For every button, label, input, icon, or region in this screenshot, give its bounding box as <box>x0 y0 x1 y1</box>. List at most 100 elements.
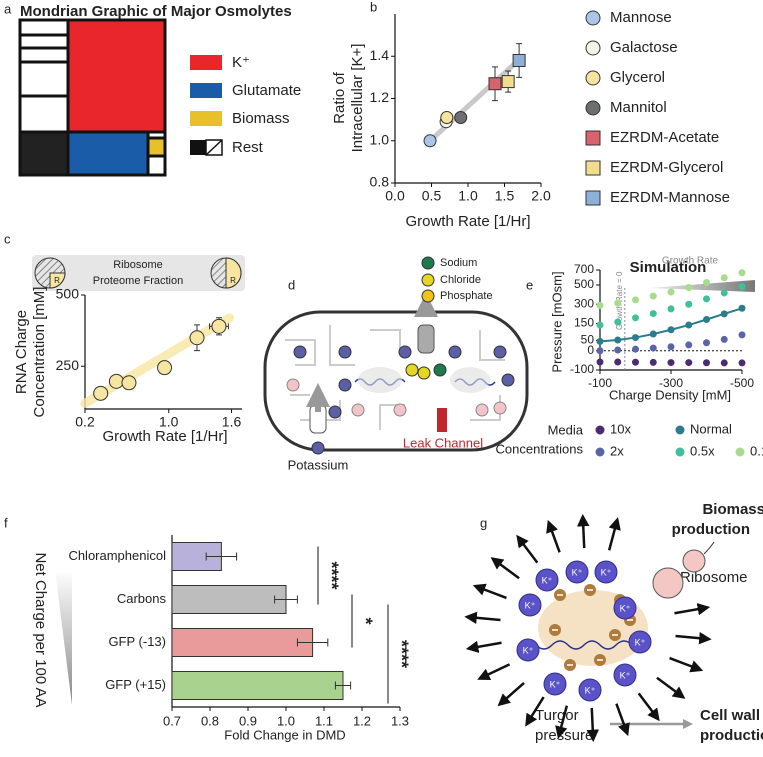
y-tick-label: 250 <box>56 357 80 373</box>
x-tick-label: 0.7 <box>163 713 181 728</box>
y-tick-label: GFP (-13) <box>108 634 166 649</box>
point <box>632 334 639 342</box>
x-tick-label: 1.0 <box>458 188 478 204</box>
ion-text: K⁺ <box>620 603 631 613</box>
legend-label: K⁺ <box>232 54 250 71</box>
turgor-label: Turgor <box>535 707 579 724</box>
point <box>649 330 657 338</box>
legend-swatch <box>585 70 601 86</box>
fit-line <box>80 313 234 408</box>
point <box>667 359 675 367</box>
y-axis-label: Pressure [mOsm] <box>549 271 564 372</box>
point <box>596 358 604 366</box>
growth-label: Growth Rate <box>662 256 719 267</box>
x-axis-label: Fold Change in DMD <box>224 727 345 742</box>
y-tick-label: 500 <box>574 277 594 291</box>
legend-title: Media <box>548 422 584 437</box>
point <box>632 314 639 322</box>
point <box>685 300 693 308</box>
point <box>703 339 710 347</box>
y-tick-label: 700 <box>574 262 594 276</box>
legend-swatch <box>585 40 601 56</box>
legend-label: Normal <box>690 421 732 436</box>
point <box>703 278 710 286</box>
point <box>738 304 746 312</box>
x-tick-label: -500 <box>730 376 754 390</box>
legend-label: 0.5x <box>690 443 715 458</box>
point <box>632 358 639 366</box>
mondrian: Mondrian Graphic of Major Osmolytes K⁺ G… <box>18 3 301 177</box>
point <box>738 269 746 277</box>
ion-label: Phosphate <box>440 290 493 302</box>
bar <box>171 628 314 657</box>
legend-swatch <box>585 190 601 206</box>
point <box>667 326 675 334</box>
pressure-arrow <box>674 602 711 616</box>
cellwall-label: production <box>700 727 763 744</box>
biomass-label: production <box>672 521 750 538</box>
point <box>211 318 227 334</box>
point <box>703 295 710 303</box>
ion-text: K⁺ <box>635 637 646 647</box>
x-tick-label: 1.2 <box>353 713 371 728</box>
legend-label: Mannose <box>610 9 672 26</box>
point <box>93 385 109 401</box>
y-tick-label: 300 <box>574 296 594 310</box>
point <box>614 299 622 307</box>
x-tick-label: 1.0 <box>277 713 295 728</box>
panel-label: f <box>4 515 8 530</box>
point <box>632 345 639 353</box>
point <box>720 359 728 367</box>
ribosome-large <box>652 567 684 599</box>
point <box>108 373 124 389</box>
error-bar <box>296 638 329 647</box>
x-tick-label: 0.2 <box>75 414 95 430</box>
legend-title: Concentrations <box>496 441 584 456</box>
cell-diagram: Sodium Chloride Phosphate Leak Channel P… <box>263 256 529 472</box>
x-tick-label: 0.5 <box>422 188 442 204</box>
x-tick-label: 2.0 <box>531 188 551 204</box>
legend-swatch <box>585 130 601 146</box>
point <box>649 292 657 300</box>
legend-swatch <box>585 160 601 176</box>
y-tick-label: 0 <box>587 343 594 357</box>
point <box>614 318 622 326</box>
ion-text: K⁺ <box>585 685 596 695</box>
potassium-ion <box>518 593 542 617</box>
y-tick-label: Carbons <box>117 591 167 606</box>
y-tick-label: -100 <box>570 362 594 376</box>
point <box>189 330 205 346</box>
point <box>738 331 746 339</box>
sig-label: **** <box>321 561 341 589</box>
pressure-arrow <box>490 557 520 580</box>
pressure-arrow <box>637 692 660 722</box>
x-axis-label: Growth Rate [1/Hr] <box>405 213 530 230</box>
potassium-ion <box>516 638 540 662</box>
panel-label: g <box>480 515 487 530</box>
potassium-label: Potassium <box>288 457 349 472</box>
mondrian-title: Mondrian Graphic of Major Osmolytes <box>20 3 292 20</box>
panel-label: a <box>4 1 12 16</box>
pressure-diagram: Biomass production Ribosome Turgor press… <box>464 501 763 744</box>
pressure-arrow <box>615 703 630 737</box>
point <box>720 310 728 318</box>
potassium-ion <box>543 672 567 696</box>
point <box>649 358 657 366</box>
potassium-ion <box>594 560 618 584</box>
pressure-arrow <box>525 696 545 727</box>
sector-label: R <box>230 276 236 285</box>
point <box>596 301 604 309</box>
legend-label: EZRDM-Mannose <box>610 189 730 206</box>
potassium-ion <box>535 568 559 592</box>
pressure-arrow <box>675 631 712 645</box>
point <box>423 134 437 148</box>
potassium-ion <box>613 596 637 620</box>
ribosome-label: Ribosome <box>680 569 748 586</box>
point <box>121 375 137 391</box>
potassium-ion <box>628 630 652 654</box>
legend-label: Glutamate <box>232 82 301 99</box>
error-bar <box>274 595 298 604</box>
y-axis-label: Net Charge per 100 AA <box>32 552 49 707</box>
pressure-arrow <box>546 519 561 553</box>
